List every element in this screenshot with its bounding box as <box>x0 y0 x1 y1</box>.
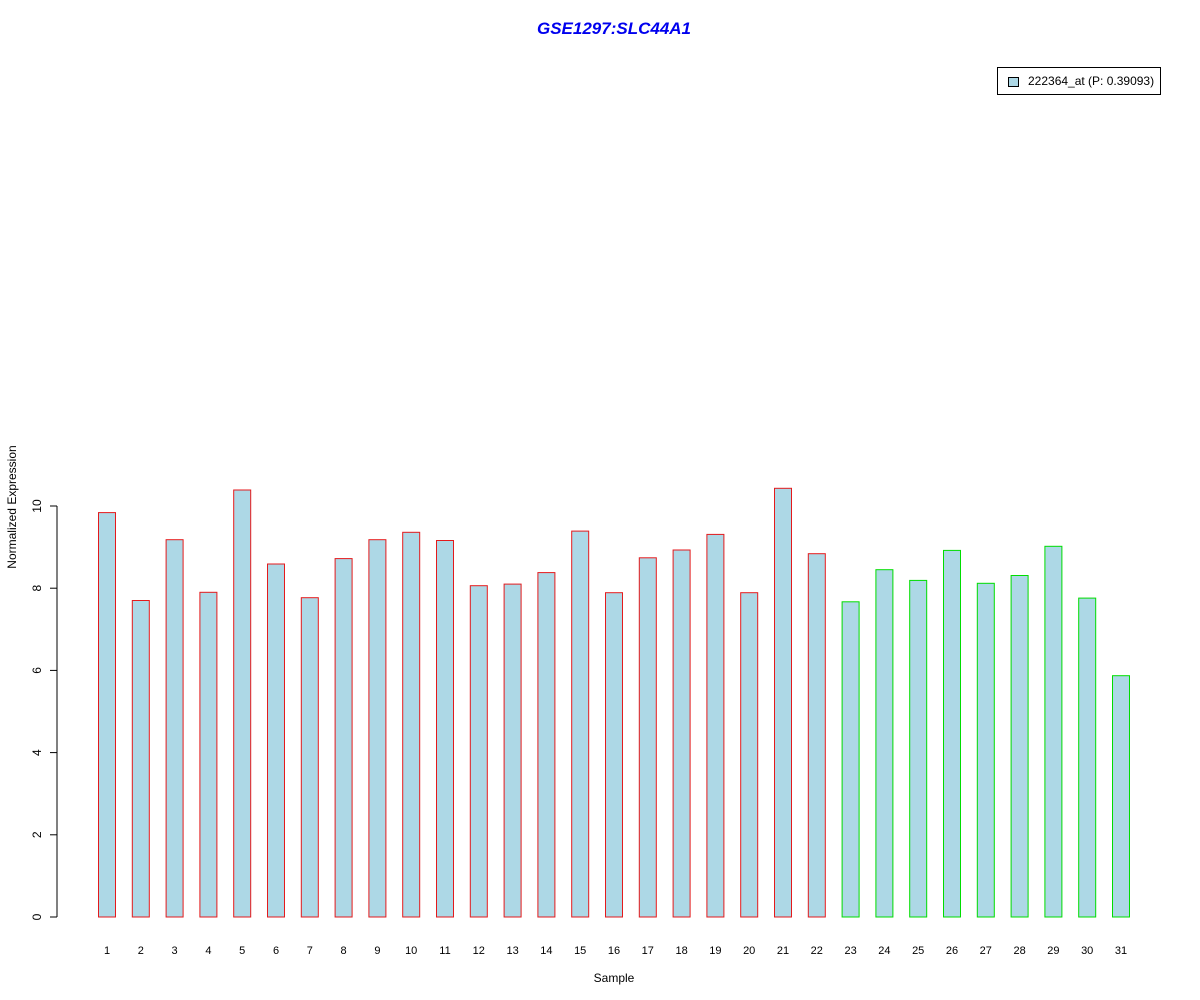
y-tick-label: 2 <box>30 831 44 838</box>
x-tick-label: 26 <box>946 945 958 957</box>
bar <box>638 557 657 918</box>
x-tick-label: 14 <box>540 945 552 957</box>
bar <box>807 553 826 918</box>
y-tick-label: 0 <box>30 913 44 920</box>
bar <box>537 572 556 918</box>
legend-label: 222364_at (P: 0.39093) <box>1028 74 1155 88</box>
bar <box>402 531 421 918</box>
y-tick-label: 4 <box>30 749 44 756</box>
bar <box>267 563 285 918</box>
x-tick-label: 23 <box>844 945 856 957</box>
bar <box>165 539 184 918</box>
x-tick-label: 18 <box>675 945 687 957</box>
x-tick-label: 20 <box>743 945 755 957</box>
x-tick-label: 9 <box>374 945 380 957</box>
bar <box>503 583 522 918</box>
x-tick-label: 10 <box>405 945 417 957</box>
bar <box>672 549 691 918</box>
bar <box>740 592 759 918</box>
x-tick-label: 31 <box>1115 945 1127 957</box>
bar <box>909 579 928 918</box>
y-axis-label: Normalized Expression <box>5 445 19 569</box>
x-tick-label: 7 <box>307 945 313 957</box>
bar <box>571 530 590 918</box>
bar <box>706 533 725 918</box>
bar <box>841 601 860 918</box>
bar <box>1010 575 1029 918</box>
x-tick-label: 19 <box>709 945 721 957</box>
x-tick-label: 6 <box>273 945 279 957</box>
x-tick-label: 4 <box>205 945 211 957</box>
y-tick-label: 6 <box>30 667 44 674</box>
x-tick-label: 25 <box>912 945 924 957</box>
bar <box>1112 675 1130 918</box>
bar <box>1078 597 1097 918</box>
bar <box>436 540 454 918</box>
y-tick-label: 8 <box>30 585 44 592</box>
bar <box>774 487 792 918</box>
bar <box>976 582 995 918</box>
x-tick-label: 22 <box>811 945 823 957</box>
x-tick-label: 30 <box>1081 945 1093 957</box>
bar <box>943 549 961 918</box>
x-tick-label: 17 <box>642 945 654 957</box>
x-tick-label: 21 <box>777 945 789 957</box>
x-tick-label: 29 <box>1047 945 1059 957</box>
bar <box>300 597 319 918</box>
x-tick-label: 13 <box>506 945 518 957</box>
bar <box>605 592 623 918</box>
x-tick-label: 2 <box>138 945 144 957</box>
x-tick-label: 5 <box>239 945 245 957</box>
x-tick-label: 11 <box>439 945 450 957</box>
x-tick-label: 8 <box>341 945 347 957</box>
bar <box>875 569 894 918</box>
bar <box>131 600 150 918</box>
bar <box>334 558 353 918</box>
x-tick-label: 3 <box>172 945 178 957</box>
x-tick-label: 24 <box>878 945 890 957</box>
x-tick-label: 28 <box>1013 945 1025 957</box>
bar <box>469 585 488 918</box>
legend: 222364_at (P: 0.39093) <box>997 67 1161 95</box>
chart-title: GSE1297:SLC44A1 <box>536 19 692 38</box>
bar <box>1044 545 1063 918</box>
x-tick-label: 12 <box>473 945 485 957</box>
x-tick-label: 15 <box>574 945 586 957</box>
x-tick-label: 16 <box>608 945 620 957</box>
bar <box>199 591 218 918</box>
x-axis-label: Sample <box>593 971 635 985</box>
y-tick-label: 10 <box>30 499 44 513</box>
legend-swatch <box>1008 77 1019 87</box>
bar <box>98 512 116 918</box>
bar <box>233 489 252 918</box>
bar <box>368 539 387 918</box>
x-tick-label: 1 <box>104 945 110 957</box>
x-tick-label: 27 <box>980 945 992 957</box>
